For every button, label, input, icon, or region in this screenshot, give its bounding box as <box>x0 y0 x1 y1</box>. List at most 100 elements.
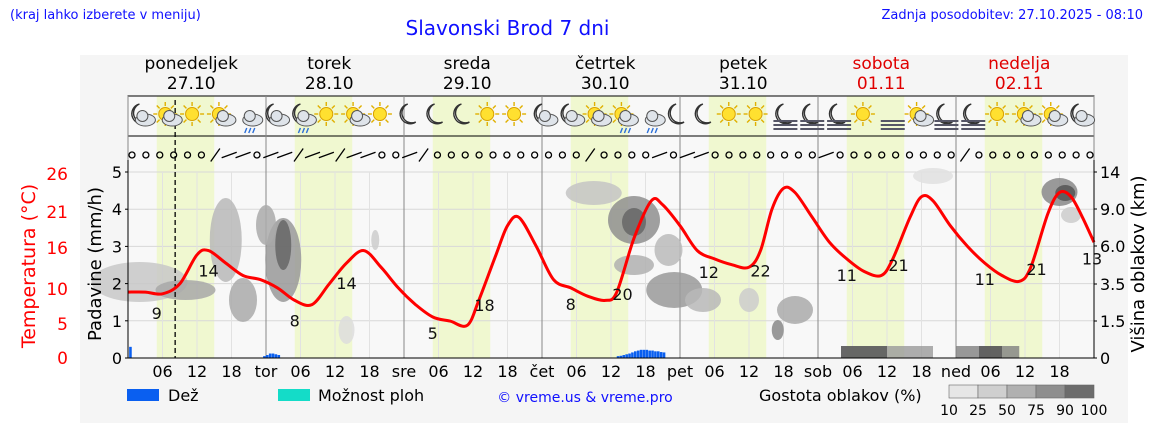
sun-ray <box>746 119 751 123</box>
moon-cloud-icon <box>1070 103 1096 127</box>
wind-marker <box>642 151 650 159</box>
calm-wind-circle <box>1016 151 1025 159</box>
sun-icon <box>314 102 339 126</box>
sun-ray <box>853 105 858 109</box>
sun-ray <box>385 119 389 123</box>
temperature-value-label: 13 <box>1082 249 1102 268</box>
wind-marker <box>183 151 192 159</box>
cloud-height-tick-label: 3.5 <box>1100 275 1125 294</box>
cloud-puff <box>243 110 256 122</box>
wind-marker <box>530 151 539 159</box>
calm-wind-circle <box>517 151 525 159</box>
fog-icon <box>880 120 905 130</box>
sun-ray <box>209 119 214 123</box>
rain-drop <box>654 127 658 134</box>
moon-icon <box>694 103 712 125</box>
temperature-value-label: 21 <box>888 256 908 275</box>
cloud-density-shade <box>229 278 257 322</box>
wind-marker <box>1058 151 1066 159</box>
day-name: sobota <box>852 54 910 74</box>
rain-drop <box>646 127 650 134</box>
sun-ray <box>585 105 590 109</box>
sun-ray <box>505 105 509 109</box>
calm-wind-circle <box>850 151 858 159</box>
day-short-label: sre <box>392 362 416 381</box>
calm-wind-circle <box>642 151 650 159</box>
wind-marker <box>614 151 622 159</box>
cloud-puff <box>1021 110 1034 122</box>
sun-ray <box>1041 119 1046 123</box>
calm-wind-circle <box>767 151 775 159</box>
moon-icon <box>399 103 417 125</box>
wind-marker <box>318 151 335 159</box>
calm-wind-circle <box>433 151 442 159</box>
sun-ray <box>868 119 872 123</box>
cloud-puff <box>592 110 605 122</box>
cloud-scale-label: 10 <box>940 403 958 419</box>
daylight-band <box>432 96 491 358</box>
sun-ray <box>760 105 765 109</box>
sun-ray <box>988 105 992 109</box>
cloud-density-shade <box>913 168 953 184</box>
sun-ray <box>921 105 926 109</box>
rain-bar <box>625 354 628 358</box>
day-short-label: pet <box>667 362 693 381</box>
temperature-tick-label: 16 <box>46 239 68 259</box>
rain-bar <box>636 350 640 358</box>
wind-marker <box>418 148 429 162</box>
temperature-tick-label: 0 <box>57 349 68 369</box>
rain-bar <box>645 349 649 358</box>
cloud-puff <box>538 110 551 122</box>
wind-marker <box>489 151 497 159</box>
rain-drop <box>623 127 628 134</box>
calm-wind-circle <box>1044 151 1052 159</box>
calm-wind-circle <box>600 151 608 159</box>
rain-drop <box>297 127 302 134</box>
cloud-density-shade <box>338 316 355 344</box>
sun-icon <box>716 102 741 126</box>
calm-wind-circle <box>197 151 206 159</box>
wind-marker <box>780 151 789 159</box>
rain-bar <box>651 350 654 358</box>
day-name: petek <box>719 54 767 74</box>
wind-barb <box>263 151 279 159</box>
sun-ray <box>719 105 724 109</box>
calm-wind-circle <box>808 151 816 159</box>
cloud-density-shade <box>654 234 683 266</box>
calm-wind-circle <box>711 151 719 159</box>
wind-marker <box>335 148 346 162</box>
wind-marker <box>378 151 386 159</box>
moon-fog-icon <box>773 103 798 130</box>
wind-barb <box>360 151 376 159</box>
wind-barb <box>221 151 237 159</box>
rain-drop <box>627 127 632 134</box>
temperature-value-label: 9 <box>152 304 162 323</box>
sun-ray <box>612 119 617 123</box>
wind-barb <box>304 151 321 159</box>
rain-bar <box>622 355 626 358</box>
cloud-height-tick-label: 1.5 <box>1100 312 1125 331</box>
wind-marker <box>210 148 221 162</box>
location-note[interactable]: (kraj lahko izberete v meniju) <box>10 8 201 23</box>
wind-marker <box>1086 151 1094 159</box>
sun-ray <box>317 119 322 123</box>
temperature-value-label: 20 <box>612 285 632 304</box>
cloud-density-shade <box>1061 207 1081 223</box>
day-date: 29.10 <box>443 74 492 94</box>
moon-crescent <box>694 103 712 125</box>
sun-ray <box>156 105 161 109</box>
wind-marker <box>989 151 997 159</box>
cloud-puff <box>297 110 310 122</box>
temperature-value-label: 11 <box>975 270 995 289</box>
sun-cloud-icon <box>582 102 613 127</box>
rain-drop <box>301 127 306 134</box>
sun-ray <box>585 119 590 123</box>
rain-bar <box>616 356 620 358</box>
moon-crescent <box>426 103 443 125</box>
wind-barb <box>210 148 221 162</box>
wind-marker <box>878 151 886 159</box>
wind-marker <box>221 151 237 159</box>
shower-legend-label: Možnost ploh <box>318 386 424 405</box>
low-cloud-strip <box>979 346 1002 358</box>
